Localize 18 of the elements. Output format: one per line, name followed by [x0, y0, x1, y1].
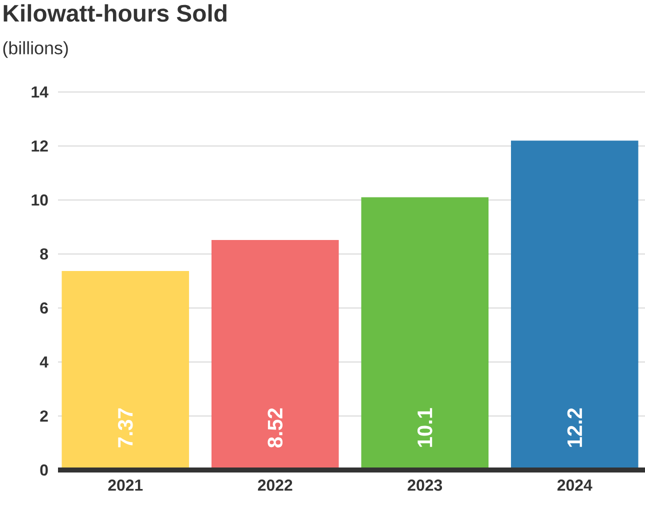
- data-label: 7.37: [118, 408, 133, 448]
- y-tick-label: 6: [40, 302, 48, 314]
- y-tick-label: 10: [32, 194, 48, 206]
- x-tick-label: 2021: [108, 480, 143, 491]
- y-tick-label: 4: [40, 356, 48, 368]
- x-tick-label: 2024: [557, 480, 592, 491]
- y-tick-label: 14: [32, 86, 48, 98]
- chart-subtitle: (billions): [3, 41, 68, 58]
- data-label: 12.2: [567, 408, 582, 447]
- data-label: 10.1: [417, 408, 432, 447]
- data-label: 8.52: [268, 408, 283, 448]
- y-tick-label: 12: [32, 140, 48, 152]
- x-tick-label: 2023: [408, 480, 442, 491]
- y-tick-label: 8: [40, 248, 48, 260]
- y-tick-label: 2: [40, 410, 48, 422]
- chart-title: Kilowatt-hours Sold: [4, 4, 226, 22]
- y-tick-label: 0: [40, 464, 48, 476]
- x-tick-label: 2022: [258, 480, 292, 491]
